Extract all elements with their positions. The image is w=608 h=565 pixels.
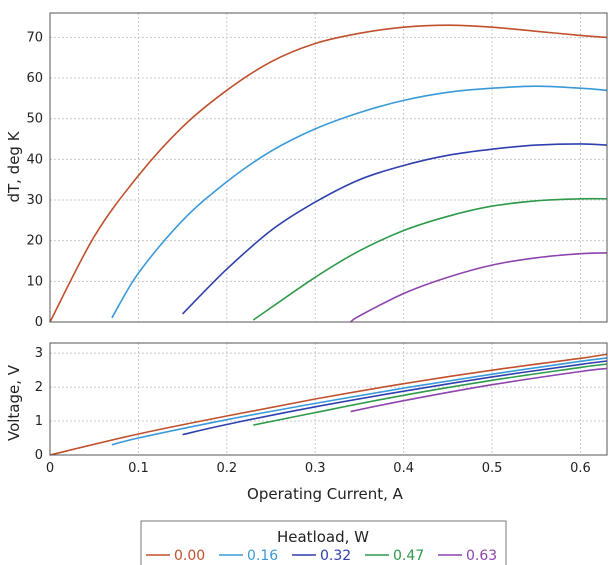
x-tick-label: 0.2	[216, 461, 237, 476]
y-tick-label: 30	[26, 193, 43, 208]
y-tick-label: 3	[35, 346, 43, 361]
x-tick-label: 0	[46, 461, 54, 476]
y-axis-label-voltage: Voltage, V	[5, 364, 23, 441]
series-line-0.16	[111, 85, 608, 319]
series-layer	[49, 24, 608, 456]
legend-label: 0.00	[174, 548, 205, 564]
plot-frame	[49, 342, 608, 456]
series-line-0.32	[182, 143, 608, 315]
legend-label: 0.63	[466, 548, 497, 564]
series-line-0.00	[49, 24, 608, 323]
y-axis-label-dt: dT, deg K	[5, 130, 23, 202]
series-line-0.00	[49, 353, 608, 456]
y-tick-label: 10	[26, 274, 43, 289]
y-tick-label: 60	[26, 71, 43, 86]
series-line-0.63	[350, 252, 608, 323]
x-tick-label: 0.5	[482, 461, 503, 476]
y-tick-label: 40	[26, 152, 43, 167]
x-axis-label: Operating Current, A	[247, 485, 404, 503]
series-line-0.47	[252, 197, 608, 321]
legend: Heatload, W 0.00 0.16 0.32 0.47 0.63	[140, 520, 507, 565]
y-tick-label: 70	[26, 30, 43, 45]
frame-layer	[49, 12, 608, 456]
x-tick-label: 0.1	[128, 461, 149, 476]
x-tick-label: 0.6	[570, 461, 591, 476]
legend-items: 0.00 0.16 0.32 0.47 0.63	[146, 548, 497, 564]
series-line-0.47	[253, 363, 608, 426]
series-line-0.63	[350, 367, 608, 413]
y-tick-label: 50	[26, 112, 43, 127]
legend-label: 0.32	[320, 548, 351, 564]
series-line-0.32	[182, 360, 608, 436]
legend-box	[140, 520, 507, 565]
x-tick-label: 0.3	[305, 461, 326, 476]
y-tick-label: 20	[26, 234, 43, 249]
grid-layer	[50, 13, 607, 455]
x-tick-label: 0.4	[393, 461, 414, 476]
legend-title: Heatload, W	[277, 528, 369, 546]
series-line-0.16	[111, 357, 608, 446]
y-tick-label: 2	[35, 380, 43, 395]
legend-label: 0.16	[247, 548, 278, 564]
y-tick-label: 0	[35, 448, 43, 463]
plot-frame	[49, 12, 608, 323]
y-tick-label: 1	[35, 414, 43, 429]
legend-label: 0.47	[393, 548, 424, 564]
y-tick-label: 0	[35, 315, 43, 330]
